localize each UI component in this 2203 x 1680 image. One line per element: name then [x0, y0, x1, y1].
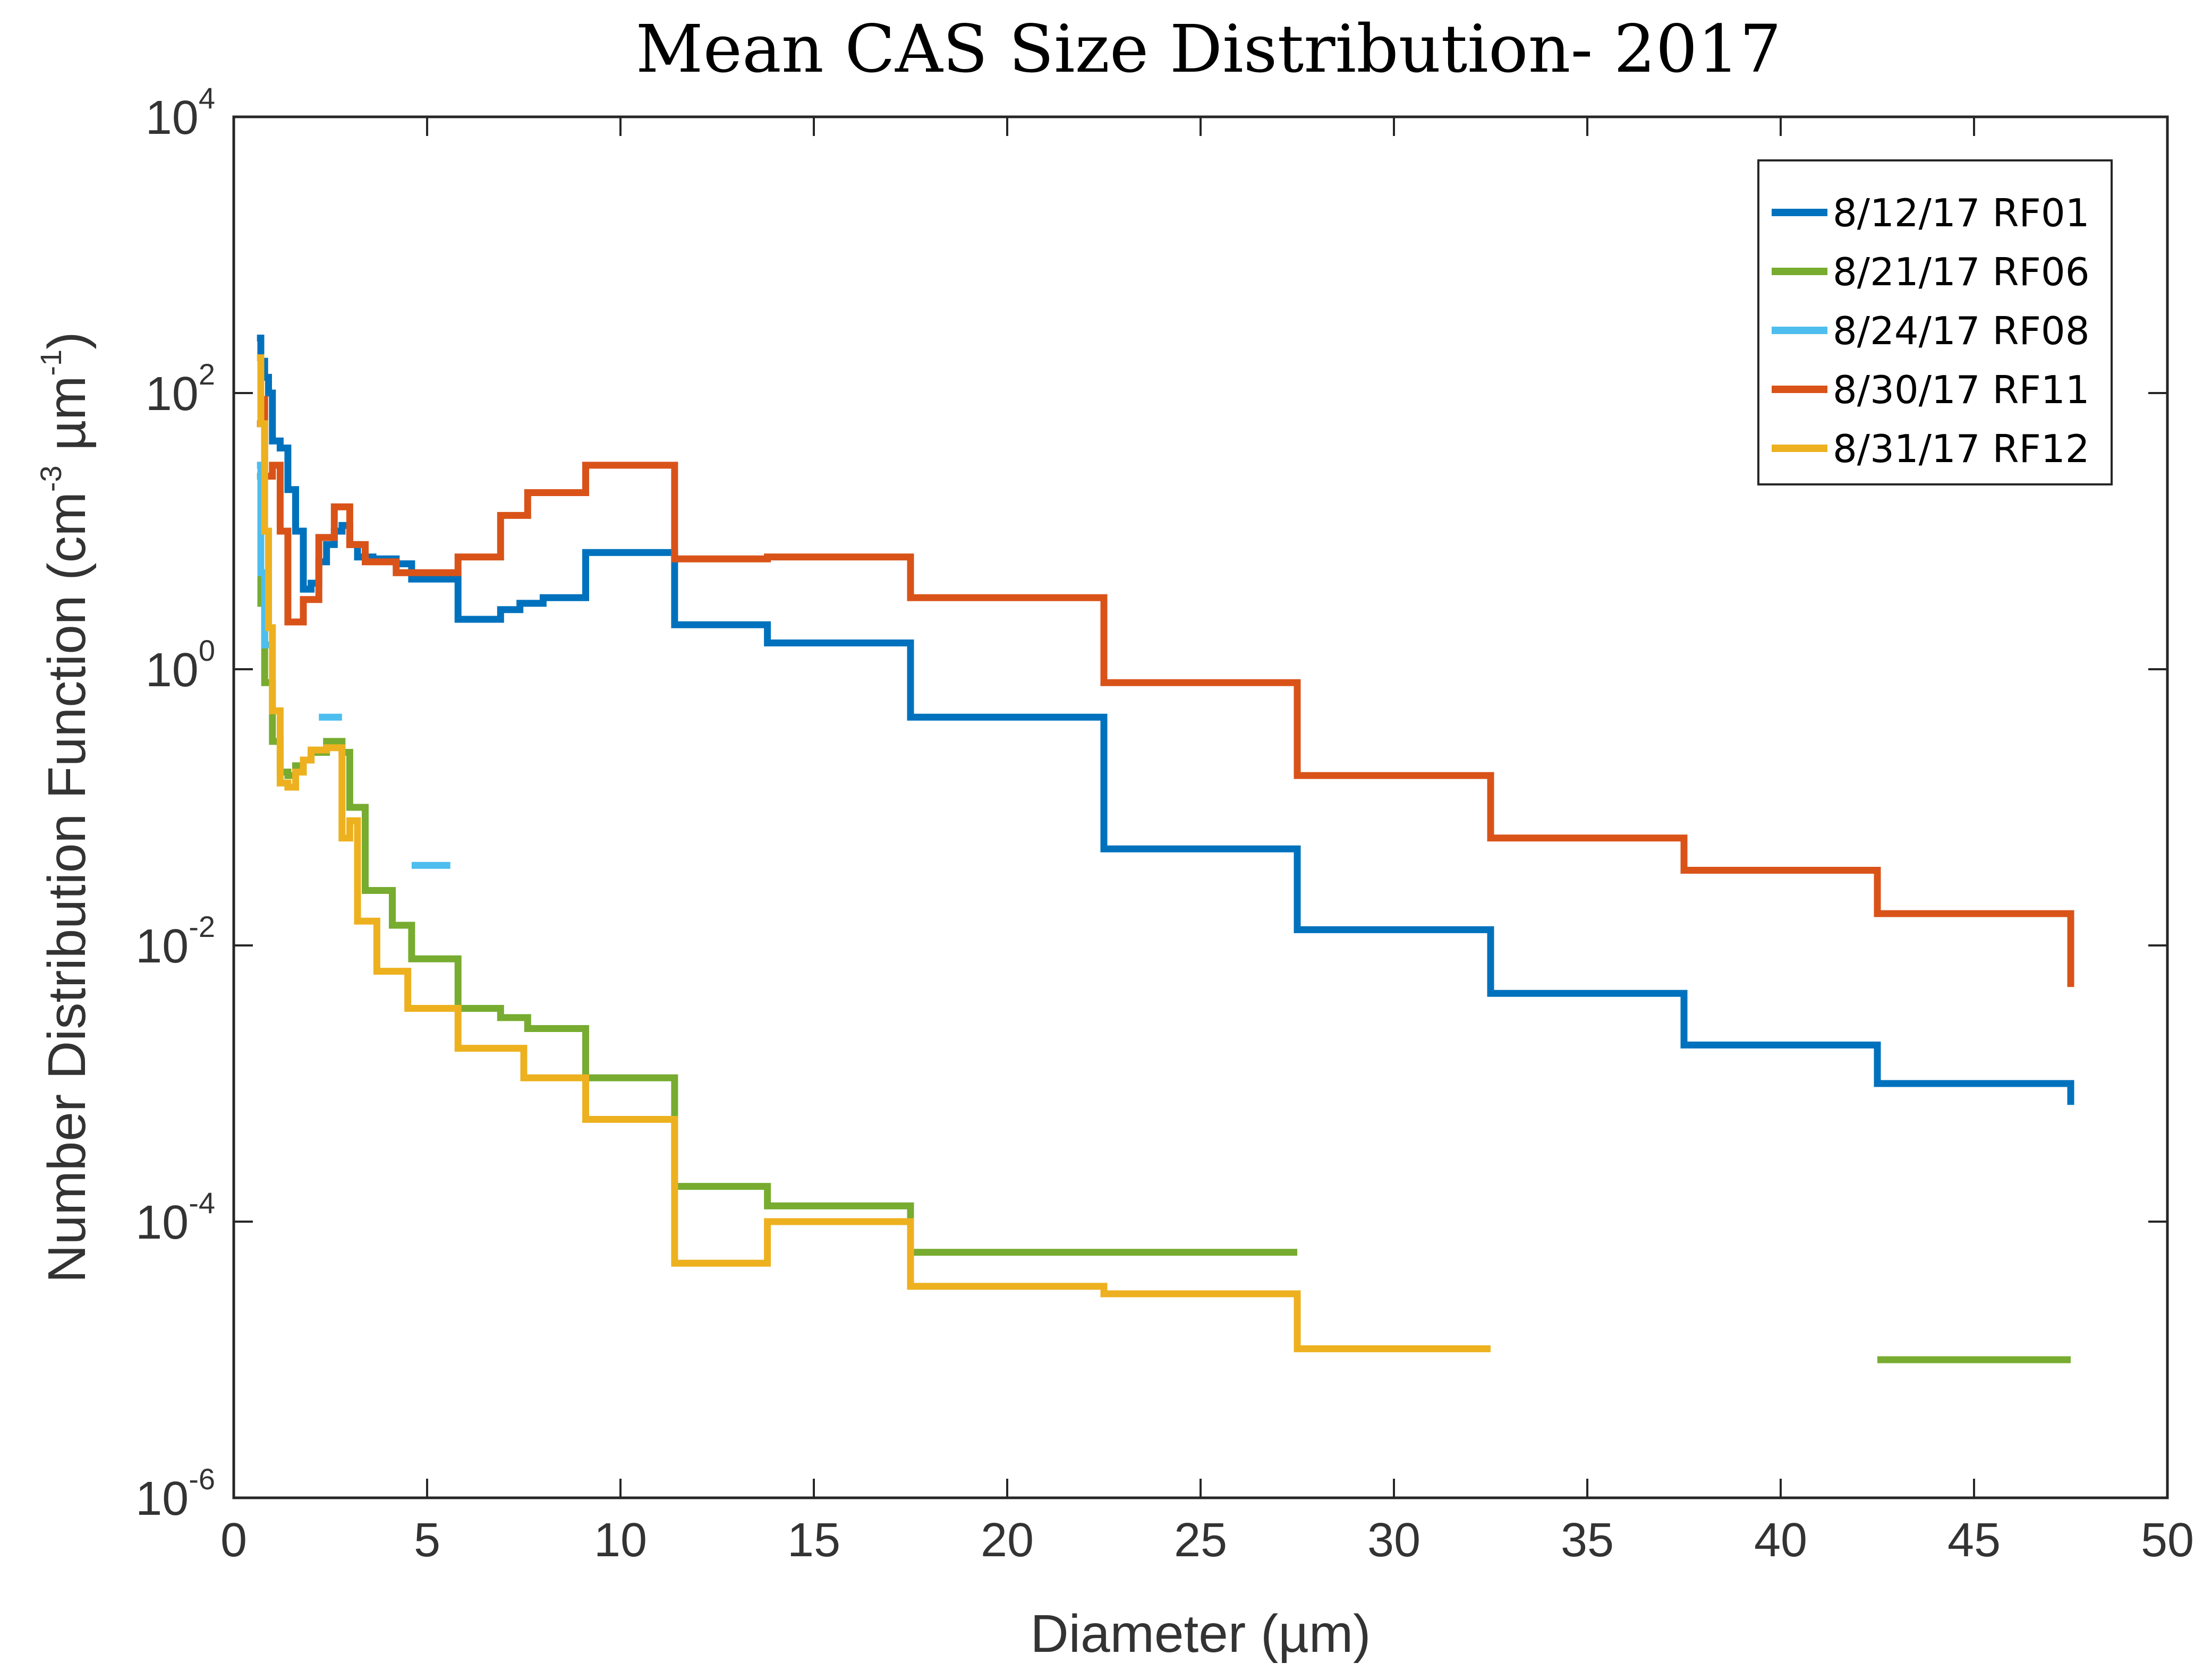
y-tick-base: 10 — [146, 368, 199, 421]
series-group — [257, 335, 2074, 1363]
series-line — [257, 396, 2074, 987]
y-axis-label-exponent-1: -3 — [34, 465, 67, 492]
y-tick-exponent: -6 — [189, 1462, 215, 1496]
y-tick-label: 100 — [146, 634, 215, 697]
x-tick-label: 40 — [1754, 1514, 1807, 1567]
chart-title: Mean CAS Size Distribution- 2017 — [636, 11, 1782, 88]
x-tick-label: 20 — [981, 1514, 1034, 1567]
series-4 — [257, 396, 2074, 987]
y-tick-base: 10 — [135, 1472, 189, 1525]
x-tick-label: 5 — [414, 1514, 440, 1567]
x-tick-label: 35 — [1561, 1514, 1614, 1567]
legend: 8/12/17 RF01 8/21/17 RF06 8/24/17 RF08 8/30… — [1757, 159, 2113, 485]
x-tick-label: 25 — [1174, 1514, 1227, 1567]
legend-entry-label: 8/12/17 RF01 — [1833, 191, 2090, 235]
y-axis-label-prefix: Number Distribution Function (cm — [37, 492, 97, 1283]
legend-entry-label: 8/24/17 RF08 — [1833, 309, 2090, 353]
series-5 — [257, 354, 1491, 1352]
x-tick-label: 10 — [594, 1514, 647, 1567]
y-tick-exponent: -4 — [189, 1186, 215, 1220]
y-tick-base: 10 — [135, 920, 189, 973]
x-tick-label: 30 — [1367, 1514, 1421, 1567]
y-tick-label: 10-4 — [135, 1186, 215, 1249]
y-axis-label-suffix: ) — [37, 332, 97, 349]
legend-entry-label: 8/31/17 RF12 — [1833, 427, 2090, 471]
y-axis-label-middle: µm — [37, 376, 97, 466]
y-tick-exponent: 0 — [199, 634, 215, 667]
x-axis-ticks: 0 5 10 15 20 25 30 35 40 45 50 — [220, 117, 2194, 1567]
y-axis-label: Number Distribution Function (cm-3 µm-1) — [34, 332, 97, 1283]
y-tick-base: 10 — [146, 644, 199, 697]
x-axis-label: Diameter (µm) — [1031, 1604, 1371, 1664]
y-tick-exponent: 4 — [199, 81, 215, 115]
series-line — [257, 354, 1491, 1352]
legend-entry-label: 8/21/17 RF06 — [1833, 250, 2090, 294]
y-tick-base: 10 — [135, 1196, 189, 1249]
y-tick-exponent: -2 — [189, 910, 215, 943]
y-axis-label-exponent-2: -1 — [34, 349, 67, 376]
y-tick-exponent: 2 — [199, 357, 215, 391]
x-tick-label: 50 — [2141, 1514, 2194, 1567]
y-tick-label: 104 — [146, 81, 215, 144]
y-tick-label: 10-2 — [135, 910, 215, 973]
x-tick-label: 15 — [787, 1514, 840, 1567]
y-tick-label: 10-6 — [135, 1462, 215, 1525]
x-tick-label: 45 — [1947, 1514, 2001, 1567]
x-tick-label: 0 — [220, 1514, 247, 1567]
y-tick-base: 10 — [146, 91, 199, 144]
y-tick-label: 102 — [146, 357, 215, 421]
series-line — [257, 462, 273, 649]
series-3 — [257, 462, 450, 869]
legend-entry-label: 8/30/17 RF11 — [1833, 368, 2090, 412]
